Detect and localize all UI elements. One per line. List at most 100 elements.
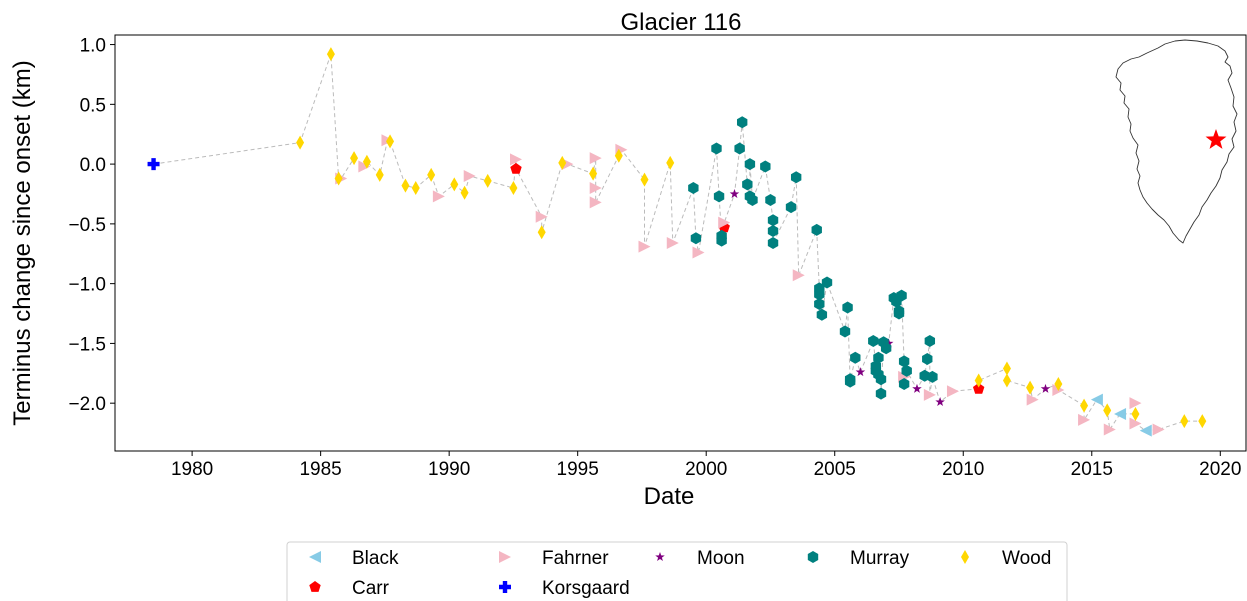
legend-marker-korsgaard: [499, 581, 511, 593]
data-point-wood: [537, 225, 546, 240]
legend-item-fahrner: Fahrner: [499, 548, 609, 569]
data-point-wood: [1131, 406, 1140, 421]
data-point-murray: [844, 375, 856, 388]
data-point-fahrner: [1129, 397, 1142, 410]
data-point-wood: [386, 134, 395, 149]
data-point-murray: [688, 182, 699, 195]
data-point-murray: [896, 289, 907, 302]
legend-label-carr: Carr: [352, 578, 390, 599]
data-point-wood: [1054, 377, 1063, 392]
data-point-fahrner: [358, 160, 371, 173]
plot-area: [114, 34, 1247, 452]
legend-marker-fahrner: [499, 551, 511, 563]
data-point-murray: [760, 160, 771, 173]
data-point-murray: [767, 214, 779, 227]
data-point-fahrner: [589, 182, 602, 195]
greenland-outline: [1115, 39, 1238, 244]
inset-map: [1115, 39, 1238, 244]
data-point-murray: [927, 370, 938, 383]
y-tick-label: −0.5: [68, 215, 106, 236]
series-korsgaard: [147, 158, 160, 171]
data-point-fahrner: [1103, 423, 1116, 436]
data-point-wood: [1080, 398, 1089, 413]
legend-item-moon: Moon: [655, 548, 745, 569]
data-point-fahrner: [1152, 423, 1165, 436]
data-point-black: [1114, 407, 1127, 420]
data-point-moon: [855, 367, 866, 377]
legend-marker-carr: [309, 581, 321, 592]
data-point-wood: [427, 167, 436, 182]
legend-marker-wood: [961, 550, 969, 564]
data-point-murray: [922, 352, 933, 365]
data-point-moon: [935, 396, 945, 407]
data-point-fahrner: [535, 210, 548, 223]
data-point-wood: [1002, 361, 1011, 376]
y-tick-label: 0.5: [80, 95, 106, 116]
legend-item-carr: Carr: [309, 578, 390, 599]
data-point-murray: [873, 351, 884, 364]
data-point-murray: [736, 116, 748, 129]
legend-marker-moon: [655, 552, 665, 562]
data-point-murray: [816, 308, 828, 321]
x-tick-label: 1980: [171, 459, 213, 480]
location-star-icon: [1205, 129, 1227, 149]
data-point-murray: [842, 301, 853, 314]
data-point-wood: [326, 47, 335, 62]
data-point-murray: [898, 378, 910, 391]
data-point-fahrner: [666, 237, 679, 249]
data-point-murray: [850, 351, 861, 364]
data-point-wood: [1002, 373, 1011, 388]
legend-marker-murray: [807, 551, 819, 563]
legend-marker-black: [309, 551, 321, 563]
data-point-murray: [814, 297, 825, 310]
y-tick-label: 1.0: [80, 36, 106, 57]
data-point-murray: [785, 201, 797, 214]
data-point-murray: [767, 237, 779, 249]
data-point-wood: [375, 167, 384, 182]
chart-title: Glacier 116: [621, 9, 742, 36]
data-point-moon: [1040, 383, 1051, 393]
data-point-murray: [821, 276, 833, 289]
data-point-wood: [974, 373, 983, 388]
data-point-wood: [460, 185, 469, 200]
legend-label-murray: Murray: [850, 548, 910, 569]
legend-label-moon: Moon: [697, 548, 745, 569]
data-point-murray: [875, 387, 887, 400]
data-point-murray: [875, 373, 887, 386]
data-point-black: [1090, 393, 1103, 406]
x-tick-label: 2000: [685, 459, 727, 480]
data-point-fahrner: [638, 240, 651, 253]
data-point-wood: [362, 154, 371, 169]
x-axis-title: Date: [644, 483, 695, 510]
legend-label-fahrner: Fahrner: [542, 548, 609, 569]
data-point-moon: [729, 188, 740, 199]
data-point-wood: [350, 151, 359, 166]
data-point-carr: [510, 162, 522, 174]
data-point-murray: [765, 193, 776, 206]
y-axis: 1.0 0.5 0.0 −0.5 −1.0 −1.5 −2.0: [68, 36, 115, 415]
y-tick-label: −1.0: [68, 275, 106, 296]
data-point-wood: [450, 177, 459, 192]
connector-line: [153, 53, 1203, 432]
data-point-wood: [1180, 414, 1189, 429]
data-point-murray: [898, 355, 910, 368]
x-tick-label: 2010: [942, 459, 984, 480]
data-point-murray: [767, 225, 779, 238]
data-point-wood: [411, 181, 420, 196]
data-point-fahrner: [509, 153, 522, 166]
data-point-murray: [814, 288, 825, 301]
data-point-murray: [893, 307, 905, 320]
data-point-wood: [640, 172, 649, 187]
data-point-murray: [839, 325, 851, 338]
data-point-fahrner: [923, 388, 936, 401]
data-point-wood: [666, 155, 675, 170]
data-point-wood: [1198, 414, 1207, 429]
data-point-carr: [972, 382, 985, 394]
series-black: [1090, 393, 1152, 437]
data-point-wood: [401, 178, 410, 193]
data-point-murray: [880, 342, 892, 355]
data-point-wood: [483, 173, 492, 188]
data-point-fahrner: [718, 216, 731, 229]
data-point-fahrner: [1078, 413, 1091, 426]
